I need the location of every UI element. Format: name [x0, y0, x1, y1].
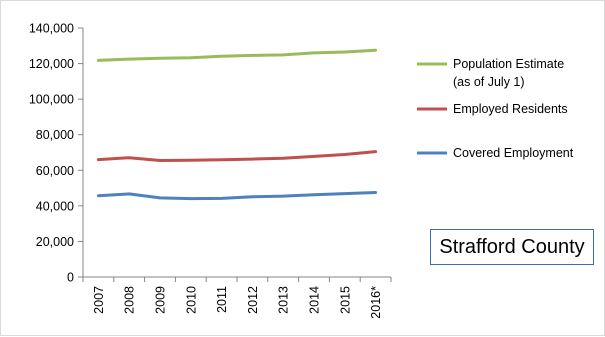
x-tick-label: 2016*: [369, 286, 383, 319]
x-tick-label: 2009: [154, 286, 168, 314]
y-tick-label: 80,000: [36, 128, 74, 142]
series-line-2: [96, 191, 378, 201]
y-axis-tick-labels: 0 20,000 40,000 60,000 80,000 100,000 120,000 1…: [29, 22, 74, 285]
y-tick-label: 0: [67, 271, 74, 285]
legend-label-0: Population Estimate: [453, 57, 564, 71]
series-line-0: [96, 48, 378, 62]
x-tick-label: 2012: [246, 286, 260, 314]
county-label-box: Strafford County: [430, 229, 594, 265]
legend-label-2: Covered Employment: [453, 146, 574, 160]
y-tick-label: 60,000: [36, 164, 74, 178]
x-tick-label: 2013: [277, 286, 291, 314]
series-lines: [96, 48, 378, 201]
y-tick-label: 100,000: [29, 93, 74, 107]
y-tick-label: 140,000: [29, 22, 74, 36]
x-tick-label: 2010: [184, 286, 198, 314]
y-tick-label: 120,000: [29, 57, 74, 71]
x-axis-tick-labels: 2007 2008 2009 2010 2011 2012 2013 2014 2015 2016…: [92, 286, 383, 319]
axes: [78, 27, 392, 282]
x-tick-label: 2015: [338, 286, 352, 314]
legend-label-1: Employed Residents: [453, 102, 568, 116]
series-line-1: [96, 150, 378, 162]
x-tick-label: 2008: [123, 286, 137, 314]
x-tick-label: 2014: [308, 286, 322, 314]
legend-label-0-line2: (as of July 1): [453, 75, 525, 89]
y-tick-label: 20,000: [36, 235, 74, 249]
legend: Population Estimate (as of July 1) Employe…: [417, 57, 574, 160]
x-tick-label: 2011: [215, 286, 229, 313]
x-tick-label: 2007: [92, 286, 106, 314]
y-tick-label: 40,000: [36, 199, 74, 213]
